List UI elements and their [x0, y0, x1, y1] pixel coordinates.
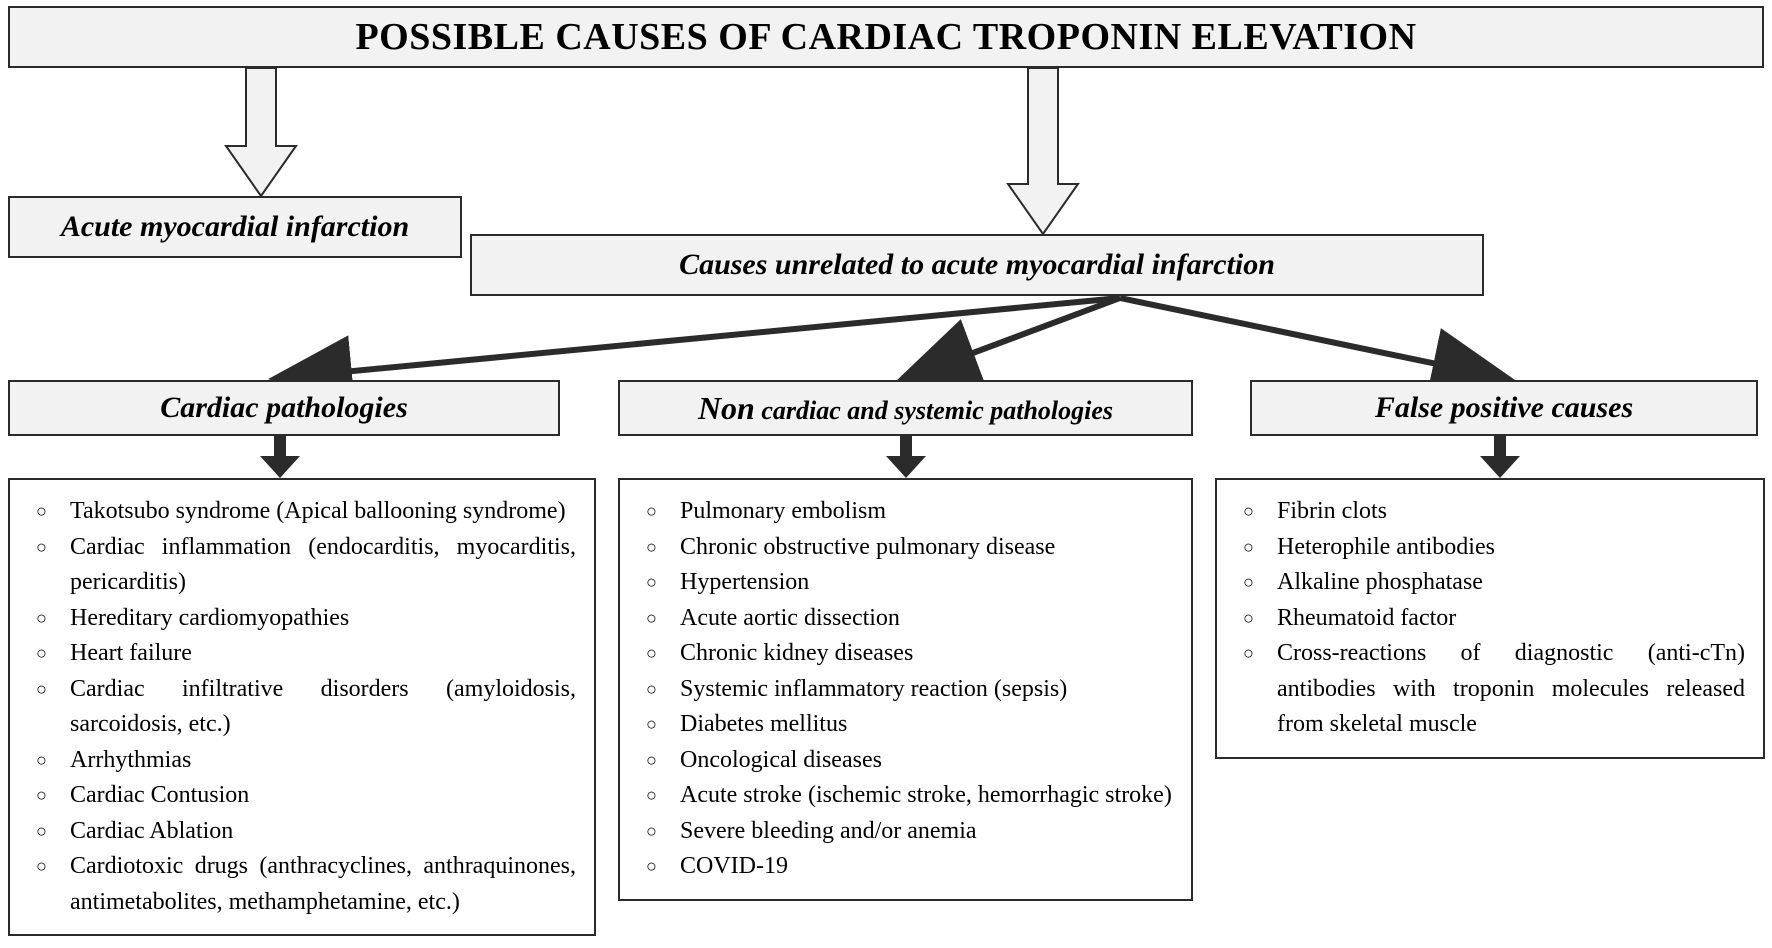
- list-item: Rheumatoid factor: [1243, 601, 1745, 637]
- diagram-title: POSSIBLE CAUSES OF CARDIAC TROPONIN ELEV…: [8, 6, 1764, 68]
- list-item: Diabetes mellitus: [646, 707, 1173, 743]
- list-item: Cardiotoxic drugs (anthracyclines, anthr…: [36, 849, 576, 920]
- list-item: Hereditary cardiomyopathies: [36, 601, 576, 637]
- list-item: Cross-reactions of diagnostic (anti-cTn)…: [1243, 636, 1745, 743]
- branch-unrelated: Causes unrelated to acute myocardial inf…: [470, 234, 1484, 296]
- list-item: Systemic inflammatory reaction (sepsis): [646, 672, 1173, 708]
- list-item: Chronic obstructive pulmonary disease: [646, 530, 1173, 566]
- list-item: Hypertension: [646, 565, 1173, 601]
- list-item: Fibrin clots: [1243, 494, 1745, 530]
- list-item: Cardiac Contusion: [36, 778, 576, 814]
- subheading-cardiac: Cardiac pathologies: [8, 380, 560, 436]
- list-item: Pulmonary embolism: [646, 494, 1173, 530]
- list-cardiac: Takotsubo syndrome (Apical ballooning sy…: [8, 478, 596, 936]
- ami-label: Acute myocardial infarction: [61, 210, 409, 244]
- list-item: Heterophile antibodies: [1243, 530, 1745, 566]
- list-item: Oncological diseases: [646, 743, 1173, 779]
- cardiac-list: Takotsubo syndrome (Apical ballooning sy…: [36, 494, 576, 920]
- list-item: Alkaline phosphatase: [1243, 565, 1745, 601]
- list-item: Cardiac inflammation (endocarditis, myoc…: [36, 530, 576, 601]
- list-item: Cardiac infiltrative disorders (amyloido…: [36, 672, 576, 743]
- branch-acute-mi: Acute myocardial infarction: [8, 196, 462, 258]
- list-item: Chronic kidney diseases: [646, 636, 1173, 672]
- small-arrow-cardiac: [260, 436, 300, 478]
- falsepos-label: False positive causes: [1375, 391, 1633, 425]
- list-item: Arrhythmias: [36, 743, 576, 779]
- subheading-falsepositive: False positive causes: [1250, 380, 1758, 436]
- list-item: Heart failure: [36, 636, 576, 672]
- noncardiac-label: Non cardiac and systemic pathologies: [698, 390, 1113, 427]
- falsepos-list: Fibrin clotsHeterophile antibodiesAlkali…: [1243, 494, 1745, 743]
- list-item: Takotsubo syndrome (Apical ballooning sy…: [36, 494, 576, 530]
- title-text: POSSIBLE CAUSES OF CARDIAC TROPONIN ELEV…: [355, 16, 1416, 58]
- list-noncardiac: Pulmonary embolismChronic obstructive pu…: [618, 478, 1193, 901]
- list-item: Acute aortic dissection: [646, 601, 1173, 637]
- list-item: COVID-19: [646, 849, 1173, 885]
- unrelated-label: Causes unrelated to acute myocardial inf…: [679, 248, 1275, 282]
- cardiac-label: Cardiac pathologies: [160, 391, 408, 425]
- list-item: Cardiac Ablation: [36, 814, 576, 850]
- list-falsepositive: Fibrin clotsHeterophile antibodiesAlkali…: [1215, 478, 1765, 759]
- big-arrow-to-ami: [226, 68, 296, 196]
- small-arrow-falsepos: [1480, 436, 1520, 478]
- list-item: Severe bleeding and/or anemia: [646, 814, 1173, 850]
- small-arrow-noncardiac: [886, 436, 926, 478]
- subheading-noncardiac: Non cardiac and systemic pathologies: [618, 380, 1193, 436]
- big-arrow-to-unrelated: [1008, 68, 1078, 234]
- list-item: Acute stroke (ischemic stroke, hemorrhag…: [646, 778, 1173, 814]
- noncardiac-list: Pulmonary embolismChronic obstructive pu…: [646, 494, 1173, 885]
